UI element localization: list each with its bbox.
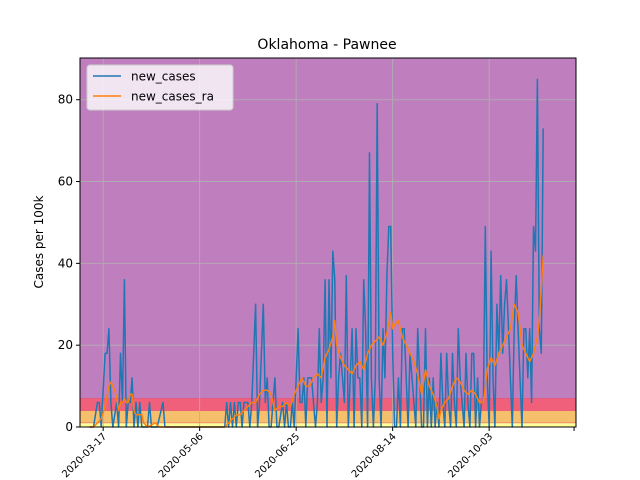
legend-label-new_cases: new_cases (131, 70, 196, 84)
x-tick-label-3: 2020-08-14 (350, 431, 399, 480)
x-tick-label-1: 2020-05-06 (157, 431, 206, 480)
legend-label-new_cases_ra: new_cases_ra (131, 90, 214, 104)
x-tick-label-0: 2020-03-17 (60, 431, 109, 480)
x-tick-label-4: 2020-10-03 (446, 431, 495, 480)
series-line-new_cases_ra (89, 255, 544, 428)
y-tick-label-4: 80 (58, 93, 73, 107)
y-axis-label: Cases per 100k (32, 195, 46, 288)
y-tick-label-1: 20 (58, 338, 73, 352)
legend-box (86, 64, 234, 111)
legend: new_cases new_cases_ra (86, 64, 234, 111)
risk-band-1 (80, 410, 576, 423)
plot-frame (79, 57, 577, 428)
y-axis: 0 20 40 60 80 (58, 93, 80, 434)
y-tick-label-0: 0 (65, 420, 73, 434)
y-tick-label-2: 40 (58, 256, 73, 270)
y-tick-label-3: 60 (58, 175, 73, 189)
x-axis: 2020-03-17 2020-05-06 2020-06-25 2020-08-14… (60, 427, 575, 480)
x-tick-label-2: 2020-06-25 (253, 431, 302, 480)
chart-title: Oklahoma - Pawnee (257, 37, 396, 53)
risk-band-0 (80, 422, 576, 427)
